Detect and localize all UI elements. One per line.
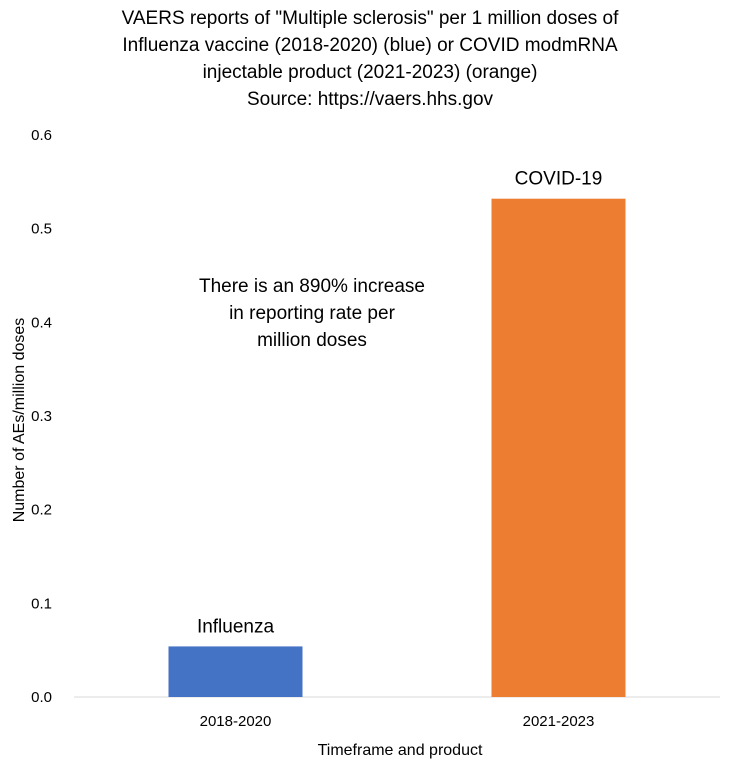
bars [168,198,626,697]
x-tick-label: 2021-2023 [523,713,595,730]
x-axis-ticks: 2018-2020 2021-2023 [200,713,595,730]
y-axis-title: Number of AEs/million doses [11,318,28,523]
y-tick-label: 0.5 [31,221,52,238]
y-tick-label: 0.0 [31,689,52,706]
x-axis-title: Timeframe and product [318,742,483,759]
annotation-line: in reporting rate per [229,303,395,324]
x-tick-label: 2018-2020 [200,713,272,730]
bar-labels: Influenza COVID-19 [197,169,602,638]
annotation: There is an 890% increase in reporting ra… [199,276,425,351]
chart-title-line: injectable product (2021-2023) (orange) [203,62,538,83]
chart-title: VAERS reports of "Multiple sclerosis" pe… [122,8,619,110]
bar-2018-2020 [168,646,303,697]
bar-label: Influenza [197,616,275,637]
y-tick-label: 0.3 [31,408,52,425]
y-tick-label: 0.1 [31,595,52,612]
y-tick-label: 0.2 [31,502,52,519]
chart-title-line: VAERS reports of "Multiple sclerosis" pe… [122,8,619,29]
annotation-line: million doses [257,330,367,351]
bar-label: COVID-19 [515,169,603,190]
chart-title-line: Source: https://vaers.hhs.gov [247,89,494,110]
bar-2021-2023 [491,198,626,697]
y-axis-ticks: 0.0 0.1 0.2 0.3 0.4 0.5 0.6 [31,127,52,706]
y-tick-label: 0.6 [31,127,52,144]
annotation-line: There is an 890% increase [199,276,425,297]
y-tick-label: 0.4 [31,314,52,331]
chart-title-line: Influenza vaccine (2018-2020) (blue) or … [122,35,618,56]
